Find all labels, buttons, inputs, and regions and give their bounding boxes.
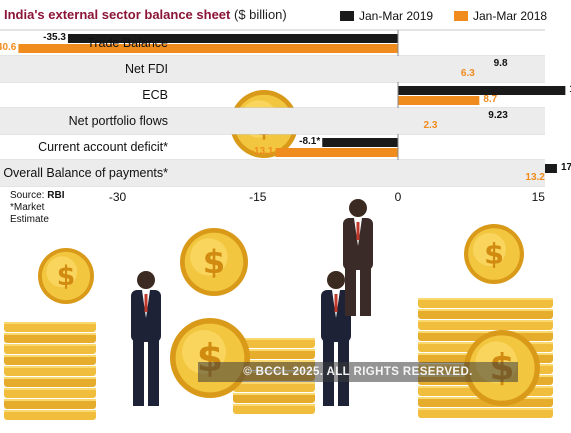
data-label-2019: 9.23 xyxy=(488,110,508,121)
data-label-2019: 17* xyxy=(560,162,571,173)
svg-text:$: $ xyxy=(57,261,76,292)
data-label-2019: 9.8 xyxy=(493,58,508,69)
legend-label-2018: Jan-Mar 2018 xyxy=(473,9,548,23)
copyright-watermark: © BCCL 2025. ALL RIGHTS RESERVED. xyxy=(198,362,518,382)
data-label-2018: 13.2 xyxy=(525,172,545,183)
bar-2018 xyxy=(18,44,398,53)
legend-item-2018: Jan-Mar 2018 xyxy=(454,9,547,23)
data-label-2018: -40.6 xyxy=(0,42,17,53)
row-shade xyxy=(0,160,545,186)
x-tick-label: -15 xyxy=(249,190,267,204)
row-shade xyxy=(0,108,545,134)
source-note: Source: RBI *Market Estimate xyxy=(10,190,70,226)
chart-title: India's external sector balance sheet ($… xyxy=(4,7,287,22)
category-label: Current account deficit* xyxy=(38,140,168,154)
coin-right: $ xyxy=(464,224,524,284)
x-tick-label: 15 xyxy=(531,190,545,204)
legend-swatch-2018 xyxy=(454,11,468,21)
data-label-2019: -8.1* xyxy=(299,136,321,147)
legend-item-2019: Jan-Mar 2019 xyxy=(340,9,433,23)
x-tick-label: -30 xyxy=(108,190,127,204)
category-label: Net FDI xyxy=(124,62,168,76)
bar-2019 xyxy=(67,34,398,43)
chart-title-unit: ($ billion) xyxy=(233,7,287,22)
bar-2018 xyxy=(275,148,398,157)
data-label-2018: -13.1 xyxy=(250,146,274,157)
category-label: ECB xyxy=(142,88,168,102)
coin-mid: $ xyxy=(180,228,248,296)
data-label-2018: 8.7 xyxy=(483,94,498,105)
chart-title-text: India's external sector balance sheet xyxy=(4,7,231,22)
businessman-jumping xyxy=(343,199,373,316)
category-label: Net portfolio flows xyxy=(68,114,168,128)
source-name: RBI xyxy=(47,190,65,201)
businessman-left xyxy=(131,271,161,406)
row-shade xyxy=(0,56,545,82)
coin-stack-left xyxy=(4,322,96,420)
bar-2019 xyxy=(398,86,566,95)
data-label-2019: -35.3 xyxy=(43,32,66,43)
svg-text:$: $ xyxy=(484,238,504,271)
svg-text:$: $ xyxy=(203,243,225,281)
data-label-2019: 17.9 xyxy=(569,84,571,95)
x-tick-label: 0 xyxy=(394,190,402,204)
legend-label-2019: Jan-Mar 2019 xyxy=(359,9,434,23)
legend-swatch-2019 xyxy=(340,11,354,21)
bar-2018 xyxy=(398,96,480,105)
market-estimate-note: *Market Estimate xyxy=(10,202,49,225)
category-label: Trade Balance xyxy=(87,36,168,50)
data-label-2018: 2.3 xyxy=(423,120,438,131)
source-label: Source: xyxy=(10,190,45,201)
bar-2019 xyxy=(322,138,398,147)
coin-left: $ xyxy=(38,248,94,304)
category-label: Overall Balance of payments* xyxy=(3,166,168,180)
data-label-2018: 6.3 xyxy=(460,68,475,79)
